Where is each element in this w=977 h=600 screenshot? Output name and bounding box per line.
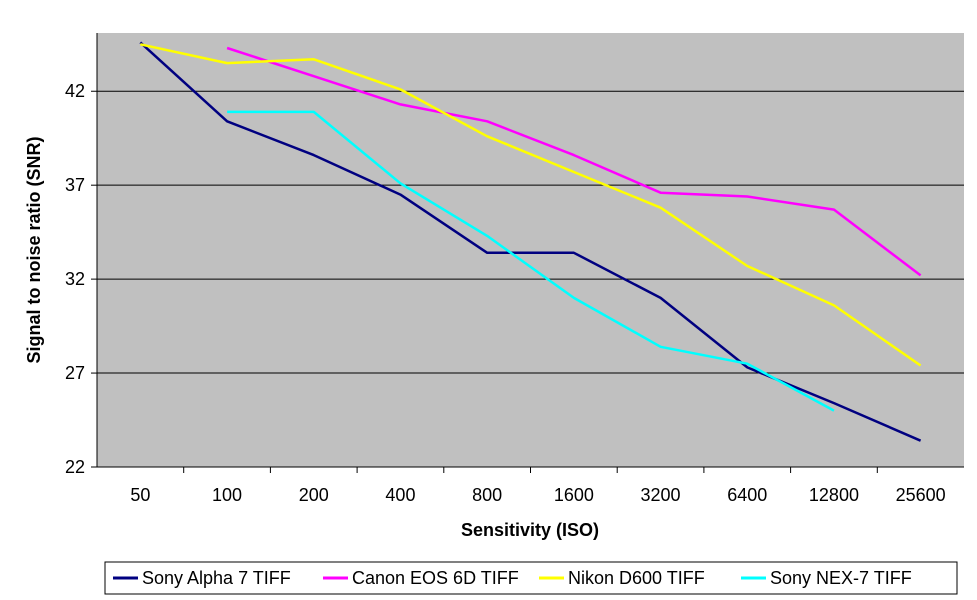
x-tick-label: 12800 [809, 485, 859, 505]
series-lines [139, 41, 922, 442]
y-tick-label: 42 [65, 81, 85, 101]
y-tick-label: 37 [65, 175, 85, 195]
series-line-sony-nex-7-tiff [227, 110, 835, 412]
y-tick-label: 22 [65, 457, 85, 477]
x-tick-label: 25600 [896, 485, 946, 505]
series-line-sony-alpha-7-tiff [139, 41, 922, 442]
legend-label-sony-nex-7-tiff: Sony NEX-7 TIFF [770, 568, 912, 588]
x-tick-label: 3200 [641, 485, 681, 505]
series-line-nikon-d600-tiff [140, 43, 922, 367]
x-tick-label: 100 [212, 485, 242, 505]
legend-box [104, 561, 958, 595]
x-axis-title: Sensitivity (ISO) [461, 520, 599, 540]
plot-area [97, 33, 964, 467]
y-ticks: 22 27 32 37 42 [65, 81, 97, 477]
x-tick-label: 400 [385, 485, 415, 505]
x-tick-label: 200 [299, 485, 329, 505]
legend-label-sony-alpha-7-tiff: Sony Alpha 7 TIFF [142, 568, 291, 588]
series-line-canon-eos-6d-tiff [226, 46, 922, 277]
x-ticks: 50 100 200 400 800 1600 3200 6400 12800 25600 [130, 467, 946, 505]
legend-label-canon-eos-6d-tiff: Canon EOS 6D TIFF [352, 568, 519, 588]
x-tick-label: 1600 [554, 485, 594, 505]
x-tick-label: 50 [130, 485, 150, 505]
legend-label-nikon-d600-tiff: Nikon D600 TIFF [568, 568, 705, 588]
y-tick-label: 32 [65, 269, 85, 289]
x-tick-label: 6400 [727, 485, 767, 505]
x-tick-label: 800 [472, 485, 502, 505]
gridlines [97, 90, 964, 374]
y-axis-title: Signal to noise ratio (SNR) [24, 136, 44, 363]
legend: Sony Alpha 7 TIFF Canon EOS 6D TIFF Nikon … [104, 561, 958, 595]
y-tick-label: 27 [65, 363, 85, 383]
